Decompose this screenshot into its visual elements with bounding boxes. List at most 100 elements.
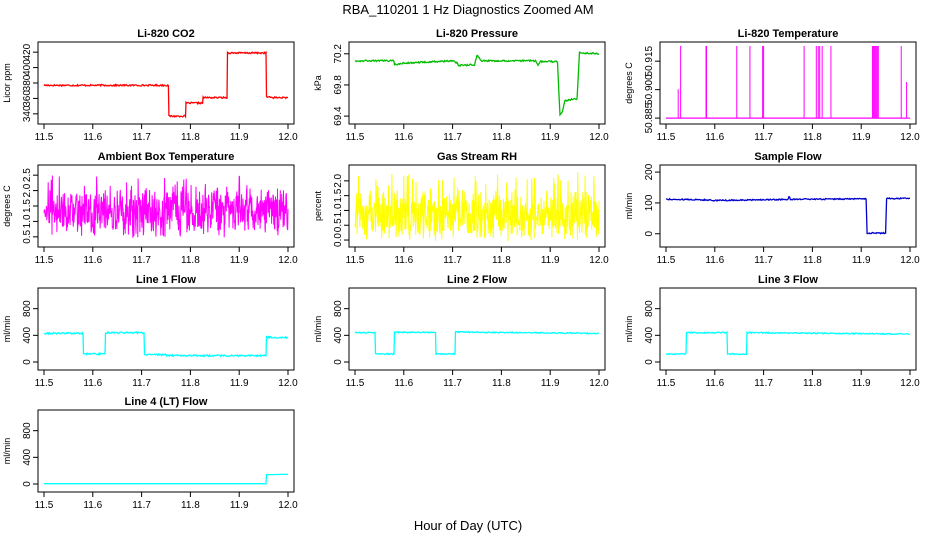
x-tick-label: 11.8	[181, 132, 200, 143]
series-line	[354, 51, 600, 117]
plot-frame	[348, 41, 606, 125]
x-tick-label: 11.6	[394, 378, 413, 389]
x-tick-label: 11.5	[657, 132, 676, 143]
y-tick-label: 1.0	[333, 203, 344, 217]
panel-title: Li-820 CO2	[137, 28, 194, 40]
y-tick-label: 1.5	[333, 188, 344, 202]
plot-frame	[37, 41, 295, 125]
series-line	[354, 330, 600, 356]
panel-5: Sample Flow 11.5 11.6 11.7 11.8 11.9 12.0 0 100 2…	[624, 151, 920, 266]
x-tick-label: 11.7	[443, 132, 462, 143]
panel-7: Line 2 Flow 11.5 11.6 11.7 11.8 11.9 12.0 0 400 8…	[313, 274, 609, 389]
y-tick-label: 50.915	[644, 45, 655, 76]
y-tick-label: 70.2	[333, 44, 344, 64]
plot-frame	[37, 287, 295, 371]
x-tick-label: 11.5	[35, 255, 54, 266]
y-tick-label: 400	[644, 327, 655, 344]
panel-title: Line 4 (LT) Flow	[125, 396, 208, 408]
x-tick-label: 11.8	[492, 378, 511, 389]
y-tick-label: 800	[644, 300, 655, 317]
x-tick-label: 11.9	[852, 132, 871, 143]
x-tick-label: 11.7	[443, 255, 462, 266]
panel-title: Li-820 Pressure	[436, 28, 518, 40]
panel-title: Gas Stream RH	[437, 151, 517, 163]
panel-2: Li-820 Temperature 11.5 11.6 11.7 11.8 11.9 12…	[624, 28, 920, 143]
x-tick-label: 12.0	[900, 132, 920, 143]
plot-frame	[348, 287, 606, 371]
x-tick-label: 12.0	[589, 378, 609, 389]
x-tick-label: 11.6	[705, 132, 724, 143]
series-line	[665, 195, 910, 235]
y-tick-label: 2.0	[333, 173, 344, 187]
x-tick-label: 11.8	[181, 378, 200, 389]
x-tick-label: 11.9	[852, 378, 871, 389]
x-tick-label: 11.8	[181, 255, 200, 266]
y-tick-label: 0	[644, 359, 655, 365]
panel-title: Ambient Box Temperature	[98, 151, 235, 163]
x-tick-label: 11.7	[754, 255, 773, 266]
x-tick-label: 11.5	[346, 255, 365, 266]
y-axis-label: Licor ppm	[2, 63, 12, 103]
plot-frame	[348, 164, 606, 248]
x-tick-label: 12.0	[900, 378, 920, 389]
series-line	[665, 330, 911, 356]
x-tick-label: 11.5	[35, 132, 54, 143]
series-line	[354, 172, 600, 242]
x-tick-label: 11.7	[754, 132, 773, 143]
panel-title: Line 1 Flow	[136, 274, 196, 286]
x-tick-label: 12.0	[278, 255, 298, 266]
plot-frame	[659, 287, 917, 371]
x-tick-label: 11.7	[443, 378, 462, 389]
y-axis-label: ml/min	[2, 438, 12, 465]
x-tick-label: 12.0	[900, 255, 920, 266]
y-tick-label: 69.4	[333, 106, 344, 126]
panel-0: Li-820 CO2 11.5 11.6 11.7 11.8 11.9 12.0 340360…	[2, 28, 298, 143]
y-tick-label: 800	[333, 300, 344, 317]
x-tick-label: 11.5	[657, 378, 676, 389]
y-tick-label: 0.5	[333, 218, 344, 232]
y-tick-label: 1.0	[22, 214, 33, 228]
y-tick-label: 0.5	[22, 229, 33, 243]
x-axis-label: Hour of Day (UTC)	[414, 518, 522, 533]
x-tick-label: 12.0	[589, 255, 609, 266]
y-tick-label: 100	[644, 194, 655, 211]
series-line	[43, 175, 289, 238]
x-tick-label: 12.0	[589, 132, 609, 143]
x-tick-label: 11.6	[83, 378, 102, 389]
plot-frame	[659, 41, 917, 125]
panel-title: Line 3 Flow	[758, 274, 818, 286]
y-axis-label: ml/min	[313, 316, 323, 343]
x-tick-label: 11.5	[35, 378, 54, 389]
y-tick-label: 380	[22, 74, 33, 91]
x-tick-label: 11.7	[132, 132, 151, 143]
figure-title: RBA_110201 1 Hz Diagnostics Zoomed AM	[342, 2, 593, 17]
panel-title: Li-820 Temperature	[738, 28, 839, 40]
y-axis-label: percent	[313, 190, 323, 221]
x-tick-label: 11.9	[230, 500, 249, 511]
x-tick-label: 11.7	[754, 378, 773, 389]
plot-frame	[37, 409, 295, 493]
y-tick-label: 420	[22, 43, 33, 60]
x-tick-label: 11.6	[394, 255, 413, 266]
x-tick-label: 11.6	[83, 500, 102, 511]
x-tick-label: 11.7	[132, 378, 151, 389]
panel-6: Line 1 Flow 11.5 11.6 11.7 11.8 11.9 12.0 0 400 8…	[2, 274, 298, 389]
x-tick-label: 11.8	[492, 255, 511, 266]
y-tick-label: 400	[22, 59, 33, 76]
y-tick-label: 69.8	[333, 75, 344, 95]
x-tick-label: 11.9	[541, 255, 560, 266]
x-tick-label: 11.6	[705, 378, 724, 389]
y-tick-label: 0.0	[333, 233, 344, 247]
x-tick-label: 11.9	[541, 132, 560, 143]
y-axis-label: degrees C	[2, 185, 12, 227]
series-line	[44, 473, 288, 485]
panel-title: Sample Flow	[754, 151, 822, 163]
y-tick-label: 200	[644, 163, 655, 180]
y-tick-label: 2.5	[22, 168, 33, 182]
panel-1: Li-820 Pressure 11.5 11.6 11.7 11.8 11.9 12.0 6…	[313, 28, 609, 143]
x-tick-label: 11.5	[346, 378, 365, 389]
panel-9: Line 4 (LT) Flow 11.5 11.6 11.7 11.8 11.9 12.0…	[2, 396, 298, 511]
y-axis-label: kPa	[313, 75, 323, 91]
y-axis-label: degrees C	[624, 62, 634, 104]
